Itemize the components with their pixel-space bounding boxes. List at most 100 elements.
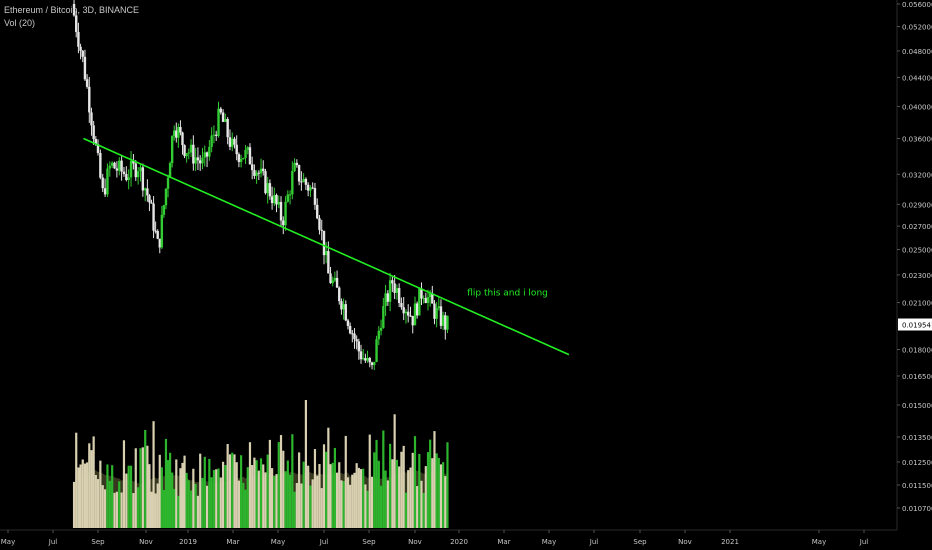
annotation-label: flip this and i long — [467, 288, 548, 298]
candle — [257, 170, 261, 181]
volume-bar — [152, 421, 155, 528]
volume-bar — [146, 445, 149, 528]
candle — [313, 182, 317, 210]
candle-body — [340, 301, 343, 310]
candle-body — [106, 168, 109, 195]
last-price-label: 0.019541 — [902, 322, 932, 330]
candle-body — [108, 165, 112, 169]
candle — [125, 166, 128, 182]
candle — [210, 127, 213, 153]
candle — [370, 361, 374, 370]
volume-bar — [88, 443, 91, 528]
volume-bar — [144, 430, 147, 528]
volume-legend[interactable]: Vol (20) — [4, 18, 36, 28]
candle — [446, 315, 449, 334]
volume-bar — [418, 453, 421, 528]
candle-body — [284, 201, 287, 226]
volume-bar — [248, 442, 252, 528]
candle-body — [139, 167, 142, 172]
volume-layer — [72, 400, 449, 528]
candle-body — [433, 303, 436, 319]
candle — [340, 298, 343, 315]
candle-body — [441, 315, 445, 326]
candle — [160, 205, 164, 250]
candle-body — [187, 152, 190, 154]
candle-body — [179, 127, 182, 133]
volume-bar — [181, 462, 184, 528]
volume-bar — [81, 459, 84, 528]
candle — [377, 326, 381, 346]
candle-body — [422, 298, 425, 300]
volume-bar — [221, 461, 225, 528]
candle — [146, 179, 149, 202]
volume-bar — [177, 495, 180, 528]
candle — [235, 135, 238, 161]
candle-body — [379, 327, 383, 331]
volume-bar — [164, 438, 168, 528]
symbol-title[interactable]: Ethereum / Bitcoin, 3D, BINANCE — [4, 5, 140, 15]
volume-bar — [304, 400, 308, 528]
volume-bar — [268, 439, 271, 528]
volume-bar — [444, 476, 447, 528]
candle-body — [304, 178, 308, 185]
volume-bar — [344, 435, 347, 528]
candle-body — [351, 333, 354, 335]
volume-bar — [179, 468, 182, 528]
candle — [353, 328, 356, 349]
candle-body — [77, 31, 80, 47]
candle — [361, 349, 365, 361]
candle-body — [134, 163, 137, 178]
candle-body — [373, 361, 376, 366]
x-tick-label: Nov — [408, 538, 422, 546]
volume-bar — [173, 488, 176, 528]
candle-body — [282, 220, 285, 226]
candle-body — [72, 4, 76, 16]
candle — [357, 338, 361, 360]
candle — [129, 151, 133, 187]
candle-body — [125, 174, 128, 181]
candle — [342, 298, 345, 320]
last-price-badge — [898, 318, 932, 331]
candle-body — [239, 159, 243, 162]
candle-body — [364, 358, 367, 361]
candle-body — [85, 79, 89, 87]
candle — [295, 159, 299, 168]
x-tick-label: Jul — [48, 538, 58, 546]
candle-body — [224, 119, 227, 122]
candle-body — [79, 46, 82, 51]
candle — [433, 300, 436, 325]
candle-body — [428, 293, 432, 298]
volume-bar — [307, 465, 310, 528]
candle — [158, 238, 161, 254]
candle-body — [129, 160, 133, 178]
candle — [246, 146, 249, 155]
candle-body — [273, 194, 276, 204]
candle-body — [141, 167, 145, 191]
candle-body — [170, 136, 174, 164]
volume-bar — [183, 455, 186, 528]
volume-bar — [426, 452, 430, 528]
candle — [409, 306, 412, 317]
candle — [170, 135, 174, 168]
candle-body — [268, 183, 272, 197]
candle-body — [127, 177, 130, 181]
volume-bar — [355, 463, 358, 528]
volume-bar — [382, 430, 385, 528]
x-tick-label: 2021 — [721, 538, 739, 546]
candle-body — [424, 298, 428, 303]
candle — [92, 120, 95, 145]
volume-bar — [373, 452, 376, 528]
x-tick-label: May — [271, 538, 285, 546]
volume-bar — [266, 454, 269, 528]
volume-bar — [233, 454, 236, 528]
volume-bar — [282, 450, 285, 528]
candle — [426, 289, 430, 311]
candle — [134, 160, 137, 182]
candle-body — [158, 238, 161, 248]
candle — [115, 161, 119, 178]
volume-bar — [115, 491, 118, 528]
